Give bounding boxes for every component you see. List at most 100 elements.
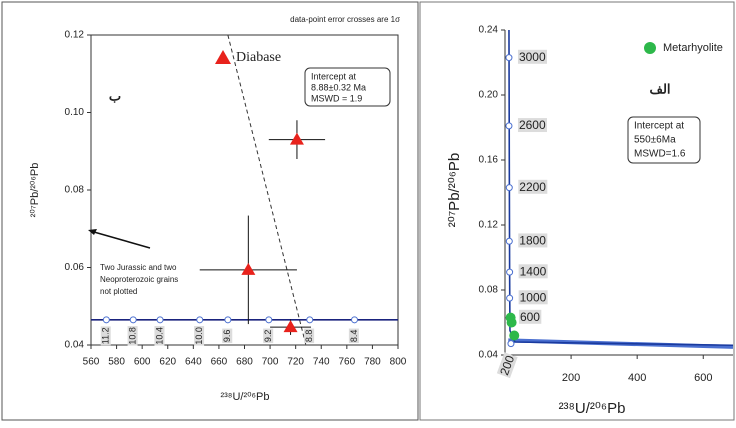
x-tick-label: 800: [390, 357, 407, 368]
age-label-bg: [518, 309, 542, 324]
age-tick: [156, 316, 164, 324]
age-tick: [506, 294, 514, 302]
y-tick-label: 0.24: [479, 25, 499, 36]
x-tick-label: 760: [338, 357, 355, 368]
age-tick: [102, 316, 110, 324]
age-tick: [505, 237, 513, 245]
age-label: 1800: [519, 233, 546, 247]
point: [289, 132, 304, 145]
age-tick: [507, 340, 515, 348]
x-tick-label: 580: [108, 357, 125, 368]
x-tick-label: 600: [134, 357, 151, 368]
age-label-bg: [518, 179, 548, 194]
x-axis-label: ²³⁸U/²⁰⁶Pb: [220, 391, 269, 403]
age-label-bg: [127, 326, 138, 346]
age-label: 8.8: [304, 330, 314, 343]
age-label: 600: [520, 310, 540, 324]
intercept-text: Intercept at: [634, 121, 684, 132]
age-label: 2200: [519, 180, 546, 194]
x-tick-label: 640: [185, 357, 202, 368]
x-tick-label: 400: [628, 372, 646, 384]
age-label-bg: [154, 326, 165, 346]
intercept-box: [627, 116, 701, 164]
age-label-bg: [517, 118, 547, 133]
note-text: Neoproterozoic grains: [100, 275, 178, 284]
age-label-bg: [100, 326, 111, 346]
age-label-bg: [222, 328, 233, 344]
x-tick-label: 560: [83, 357, 100, 368]
intercept-box: [304, 67, 391, 107]
intercept-text: MSWD=1.6: [634, 149, 686, 160]
note-arrowhead: [88, 229, 97, 235]
left-panel-frame: [1, 1, 419, 421]
age-label-bg: [518, 233, 548, 248]
panel-letter: ب: [109, 88, 121, 103]
intercept-text: 550±6Ma: [634, 135, 676, 146]
y-axis-label: ²⁰⁷Pb/²⁰⁶Pb: [29, 163, 41, 218]
x-tick-label: 680: [236, 357, 253, 368]
legend-marker: [644, 42, 656, 54]
age-label: 1400: [520, 264, 547, 278]
x-tick-label: 720: [287, 357, 304, 368]
y-tick-label: 0.04: [65, 340, 85, 351]
note-text: Two Jurassic and two: [100, 263, 177, 272]
age-tick: [224, 316, 232, 324]
y-tick-label: 0.20: [479, 90, 499, 101]
age-label: 9.6: [222, 330, 232, 343]
age-label: 8.4: [349, 330, 359, 343]
y-tick-label: 0.16: [479, 155, 499, 166]
age-label-bg: [517, 49, 547, 64]
panel-letter: الف: [649, 81, 670, 96]
y-tick-label: 0.06: [65, 262, 85, 273]
x-tick-label: 600: [694, 372, 712, 384]
age-label: 3000: [519, 50, 546, 64]
y-tick-label: 0.10: [65, 107, 85, 118]
age-label: 11.2: [101, 327, 111, 344]
x-tick-label: 620: [159, 357, 176, 368]
age-tick: [265, 316, 273, 324]
intercept-text: 8.88±0.32 Ma: [311, 82, 366, 92]
age-tick: [505, 54, 513, 62]
age-label: 1000: [520, 290, 547, 304]
point: [241, 262, 256, 275]
age-label: 10.0: [194, 327, 204, 345]
x-axis-label: ²³⁸U/²⁰⁶Pb: [559, 400, 626, 417]
x-tick-label: 780: [364, 357, 381, 368]
age-label-bg: [304, 328, 315, 344]
age-label: 2600: [519, 118, 546, 132]
age-label-bg: [263, 328, 274, 344]
y-tick-label: 0.12: [65, 30, 85, 41]
intercept-text: MSWD = 1.9: [311, 93, 362, 103]
age-tick: [505, 184, 513, 192]
age-tick: [505, 122, 513, 130]
x-tick-label: 700: [262, 357, 279, 368]
age-label-bg: [194, 326, 205, 346]
legend-label: Diabase: [236, 50, 281, 65]
y-tick-label: 0.08: [479, 285, 499, 296]
age-label: 200: [497, 353, 517, 377]
age-label: 9.2: [263, 330, 273, 343]
point: [506, 317, 517, 328]
age-label-bg: [496, 352, 518, 379]
intercept-text: Intercept at: [311, 71, 357, 81]
y-tick-label: 0.12: [479, 220, 499, 231]
point: [509, 330, 520, 341]
note-arrow: [93, 231, 151, 249]
right-panel-frame: [419, 1, 735, 421]
y-tick-label: 0.04: [479, 350, 499, 361]
age-tick: [351, 316, 359, 324]
age-tick: [506, 268, 514, 276]
y-tick-label: 0.08: [65, 185, 85, 196]
age-label-bg: [518, 290, 548, 305]
x-tick-label: 740: [313, 357, 330, 368]
concordia: [508, 29, 734, 347]
age-label-bg: [348, 328, 359, 344]
age-label: 10.4: [154, 327, 164, 345]
age-tick: [129, 316, 137, 324]
legend-marker: [215, 50, 231, 64]
point: [283, 320, 298, 333]
legend-label: Metarhyolite: [663, 42, 723, 54]
age-tick: [196, 316, 204, 324]
note-text: not plotted: [100, 287, 137, 296]
